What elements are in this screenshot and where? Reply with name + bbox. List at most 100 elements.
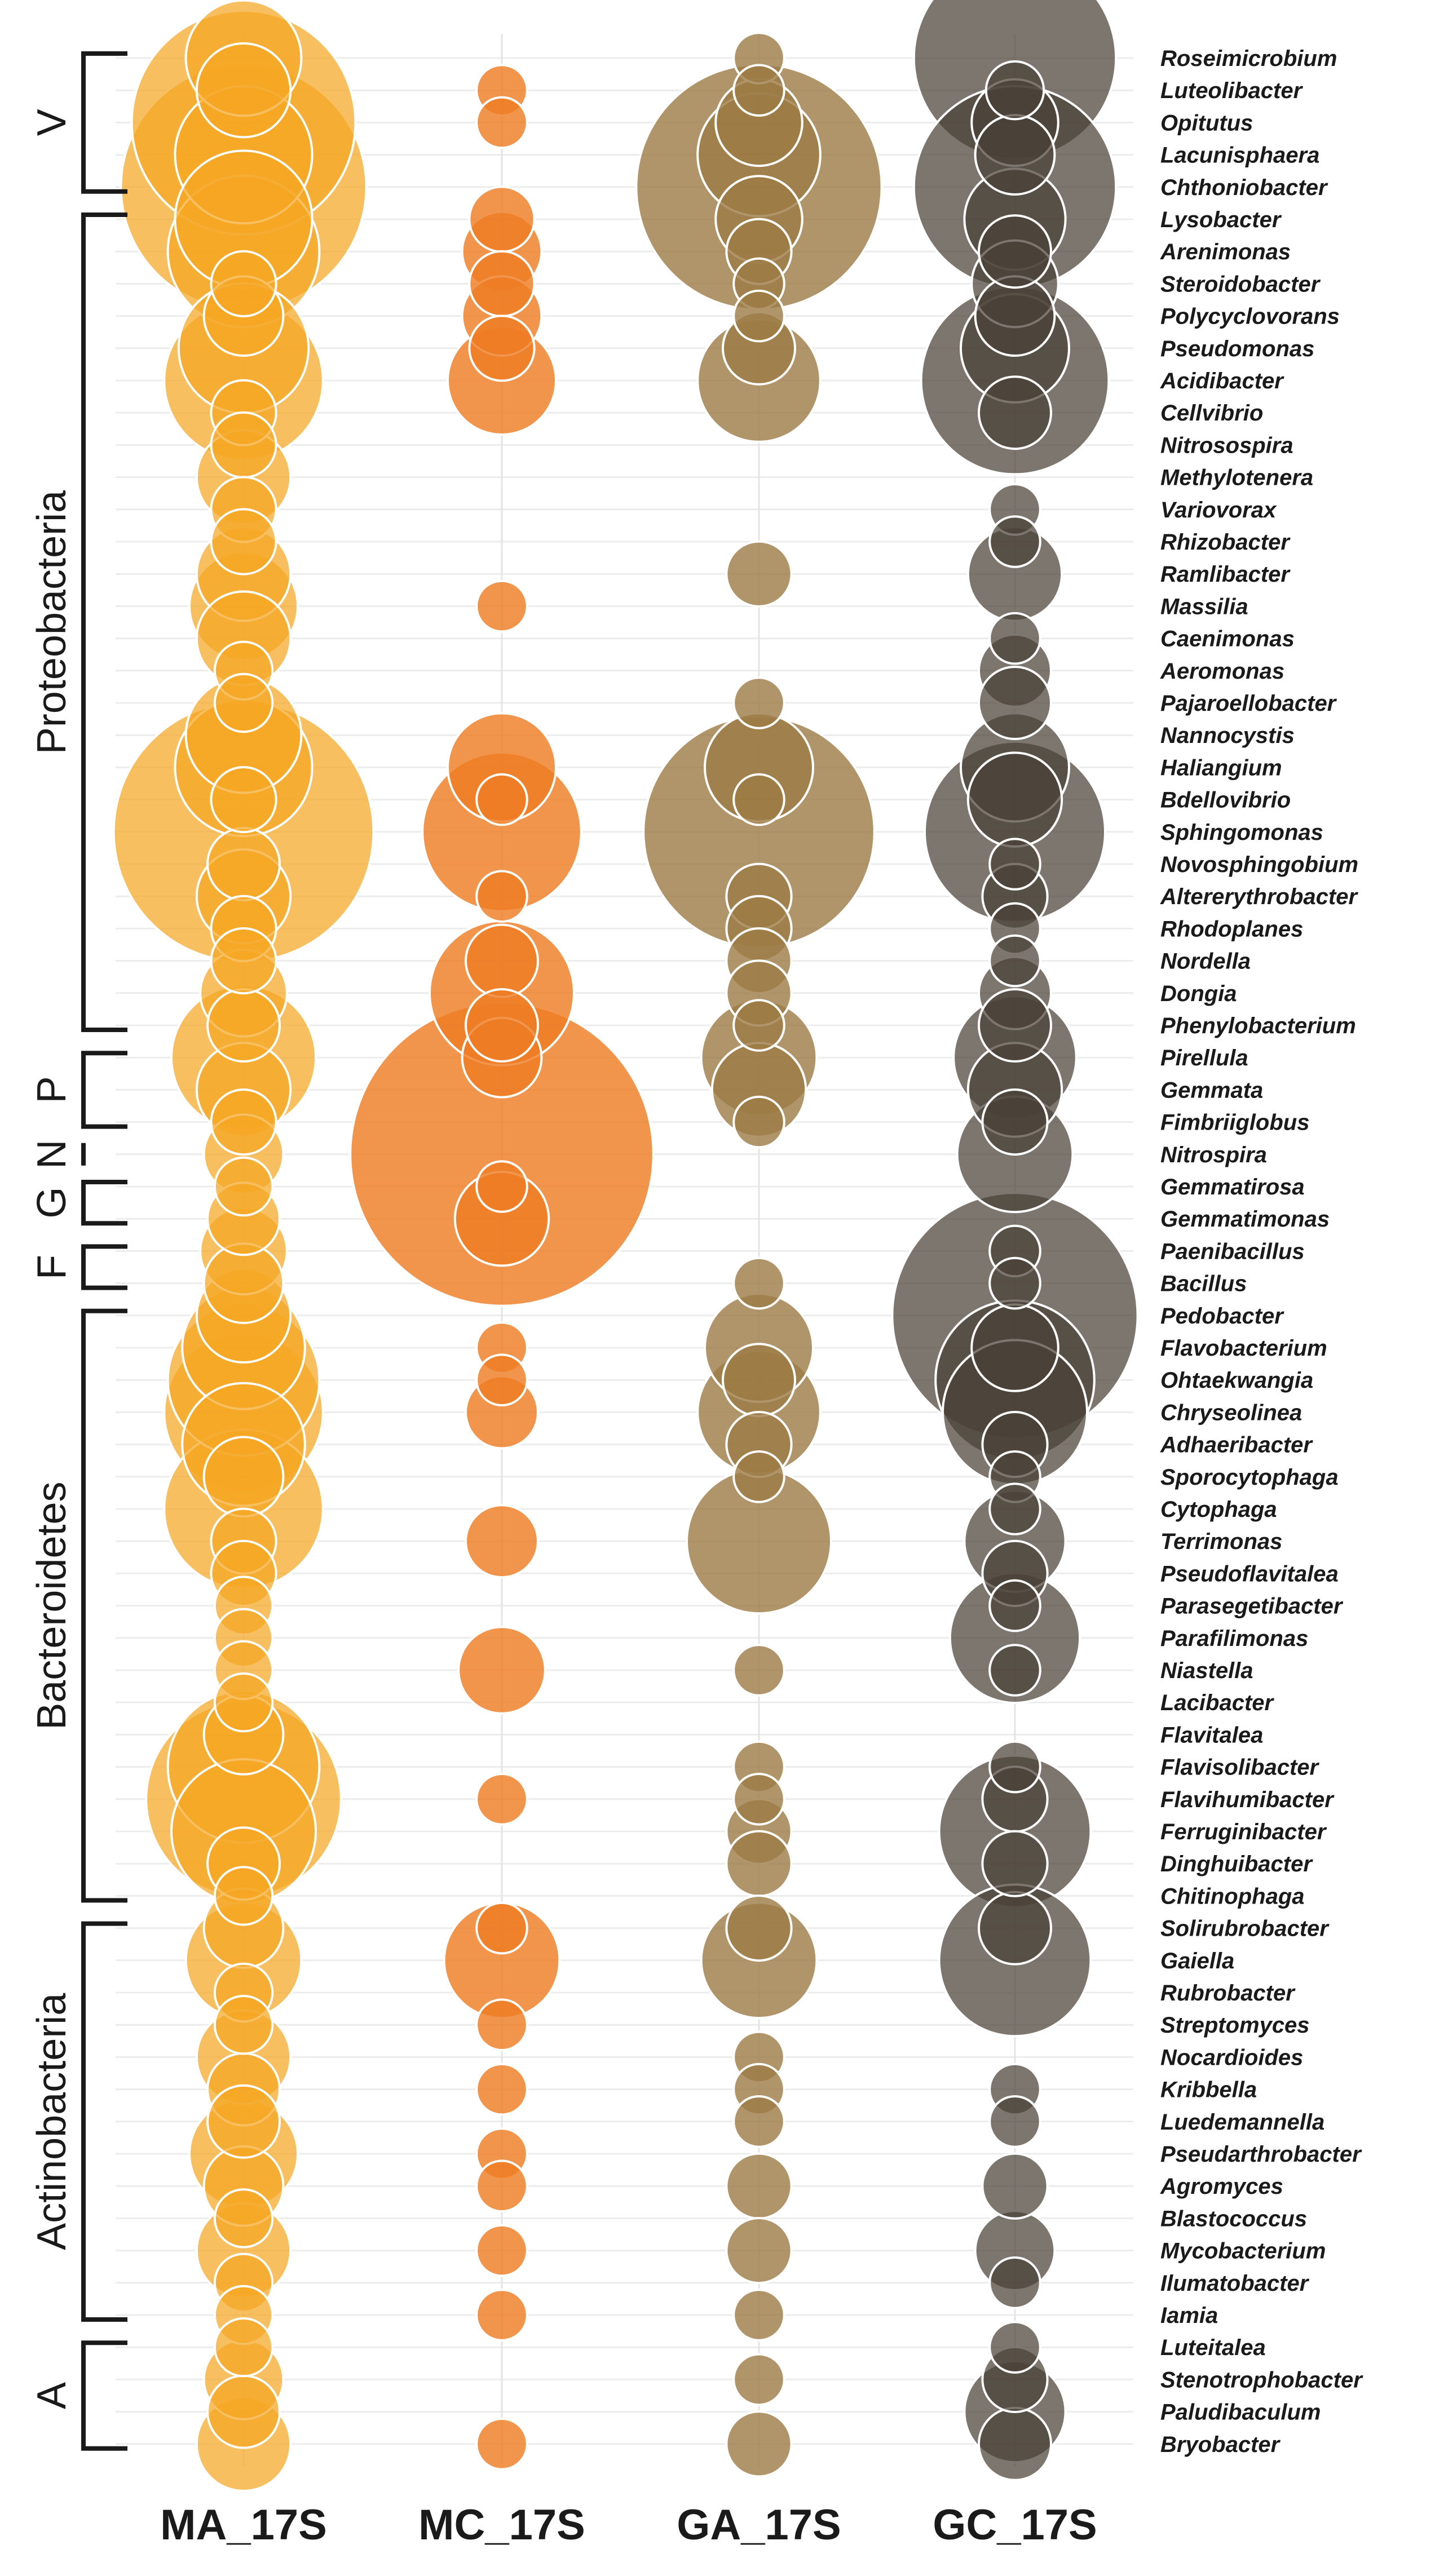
group-label: F	[29, 1255, 74, 1280]
bubble	[210, 1088, 277, 1156]
genus-label: Gemmatirosa	[1160, 1175, 1305, 1200]
genus-label: Fimbriiglobus	[1160, 1110, 1309, 1135]
bubble	[981, 1830, 1049, 1897]
genus-label: Luteitalea	[1160, 2335, 1266, 2360]
bubble	[978, 1891, 1052, 1966]
phylum-groups: V Proteobacteria P NG F Bacteroidetes Actinoba…	[29, 51, 127, 2451]
genus-label: Rubrobacter	[1160, 1981, 1296, 2006]
bubble	[210, 508, 277, 576]
bubble	[475, 1773, 528, 1826]
genus-label: Parafilimonas	[1160, 1626, 1308, 1651]
group-label: G	[29, 1187, 74, 1219]
genus-label: Adhaeribacter	[1160, 1433, 1313, 1458]
bubble	[984, 60, 1045, 121]
bubble	[732, 773, 785, 826]
genus-label: Iamia	[1160, 2303, 1218, 2328]
genus-label: Pseudoflavitalea	[1160, 1561, 1339, 1586]
group-bracket	[81, 1244, 127, 1290]
group-bracket	[81, 1180, 127, 1226]
bubble	[206, 827, 281, 901]
genus-label: Cellvibrio	[1160, 401, 1263, 426]
bubble	[988, 515, 1041, 568]
group-bracket	[81, 2340, 127, 2451]
group-label: Bacteroidetes	[29, 1481, 74, 1729]
sample-labels: MA_17S MC_17S GA_17S GC_17S	[160, 2501, 1097, 2549]
genus-label: Bdellovibrio	[1160, 788, 1291, 813]
bubble	[475, 1160, 528, 1213]
bubble	[465, 988, 539, 1063]
genus-label: Flavitalea	[1160, 1723, 1263, 1747]
genus-label: Gemmata	[1160, 1078, 1263, 1103]
bubble	[732, 2289, 785, 2342]
bubble	[725, 1830, 793, 1897]
genus-label: Acidibacter	[1160, 369, 1284, 393]
bubble	[206, 2374, 281, 2449]
bubble	[213, 2317, 274, 2378]
genus-label: Polycyclovorans	[1160, 304, 1340, 329]
genus-label: Luteolibacter	[1160, 78, 1304, 103]
bubble	[722, 1343, 796, 1418]
group-bracket	[81, 1051, 127, 1129]
bubble	[732, 1256, 785, 1310]
bubble	[206, 2084, 281, 2159]
bubble	[475, 1998, 528, 2051]
genus-label: Ramlibacter	[1160, 562, 1291, 587]
bubble	[465, 923, 539, 998]
bubble	[465, 1504, 539, 1579]
genus-label: Arenimonas	[1160, 240, 1291, 264]
genus-label: Streptomyces	[1160, 2013, 1310, 2038]
genus-label: Sphingomonas	[1160, 820, 1323, 845]
bubble	[732, 289, 785, 343]
genus-label: Opitutus	[1160, 110, 1253, 135]
genus-label: Kribbella	[1160, 2078, 1257, 2103]
bubble	[475, 2062, 528, 2116]
genus-label: Flavobacterium	[1160, 1336, 1327, 1361]
genus-label: Lacunisphaera	[1160, 143, 1319, 168]
bubble	[732, 2095, 785, 2148]
bubble	[725, 1895, 793, 1962]
genus-label: Massilia	[1160, 594, 1248, 619]
bubble	[475, 1901, 528, 1955]
genus-label: Nannocystis	[1160, 723, 1295, 748]
sample-label: GA_17S	[677, 2501, 841, 2549]
genus-label: Pseudarthrobacter	[1160, 2142, 1362, 2167]
genus-label: Solirubrobacter	[1160, 1916, 1330, 1941]
bubble	[213, 1672, 274, 1733]
genus-label: Rhizobacter	[1160, 530, 1291, 555]
bubble	[475, 2289, 528, 2342]
bubble	[732, 1450, 785, 1503]
bubble	[978, 2406, 1052, 2481]
bubble	[213, 1156, 274, 1217]
genus-label: Agromyces	[1160, 2174, 1283, 2199]
group-label: P	[29, 1076, 74, 1103]
bubble	[210, 250, 277, 317]
bubble	[725, 540, 793, 608]
genus-label: Aeromonas	[1160, 659, 1284, 684]
genus-label: Blastococcus	[1160, 2206, 1307, 2231]
bubble	[988, 1482, 1041, 1535]
bubble	[988, 838, 1041, 891]
bubble	[988, 1256, 1041, 1310]
genus-label: Lysobacter	[1160, 207, 1282, 232]
group-label: N	[29, 1140, 74, 1169]
genus-label: Pajaroellobacter	[1160, 691, 1337, 716]
bubble	[475, 2224, 528, 2277]
bubble	[988, 934, 1041, 988]
genus-label: Dongia	[1160, 981, 1237, 1006]
genus-label: Roseimicrobium	[1160, 46, 1337, 71]
bubble	[978, 666, 1052, 740]
bubble	[210, 927, 277, 995]
genus-label: Steroidobacter	[1160, 272, 1321, 296]
bubble	[974, 114, 1056, 196]
group-label: Proteobacteria	[29, 490, 74, 754]
bubble	[468, 185, 536, 253]
bubble	[468, 315, 536, 382]
bubble	[732, 676, 785, 729]
bubble	[988, 2095, 1041, 2148]
genus-label: Novosphingobium	[1160, 852, 1358, 877]
bubble	[988, 1740, 1041, 1794]
bubble	[725, 2410, 793, 2478]
genus-label: Mycobacterium	[1160, 2239, 1326, 2264]
bubble	[475, 2418, 528, 2471]
genus-label: Chryseolinea	[1160, 1400, 1302, 1425]
